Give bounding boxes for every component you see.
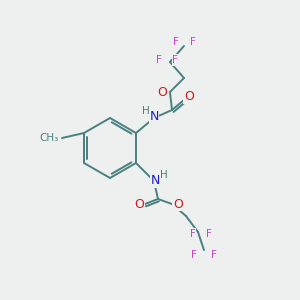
Text: CH₃: CH₃	[40, 133, 59, 143]
Text: F: F	[190, 37, 196, 47]
Text: N: N	[149, 110, 159, 124]
Text: H: H	[142, 106, 150, 116]
Text: O: O	[157, 85, 167, 98]
Text: F: F	[173, 37, 179, 47]
Text: O: O	[134, 197, 144, 211]
Text: O: O	[173, 197, 183, 211]
Text: F: F	[191, 250, 197, 260]
Text: F: F	[206, 229, 212, 239]
Text: F: F	[172, 55, 178, 65]
Text: H: H	[160, 170, 168, 180]
Text: N: N	[150, 175, 160, 188]
Text: F: F	[211, 250, 217, 260]
Text: O: O	[184, 91, 194, 103]
Text: F: F	[190, 229, 196, 239]
Text: F: F	[156, 55, 162, 65]
